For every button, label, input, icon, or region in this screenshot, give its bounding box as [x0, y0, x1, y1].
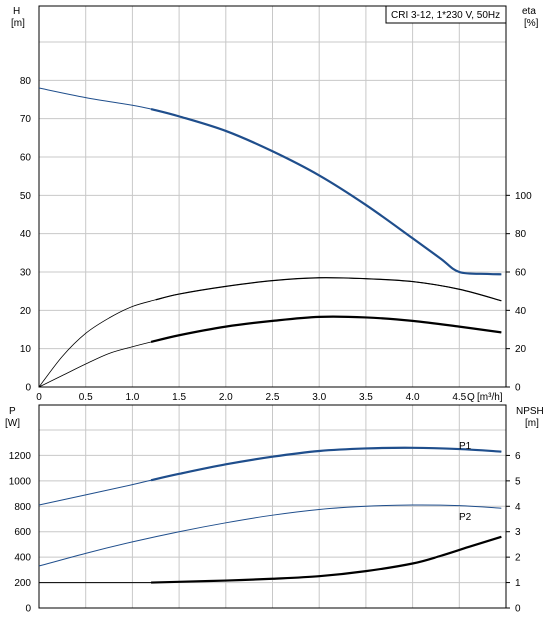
bottom-left-tick-label: 400: [14, 553, 31, 564]
top-left-tick-label: 60: [20, 153, 32, 164]
bottom-left-tick-label: 600: [14, 527, 31, 538]
top-left-axis-unit: [m]: [11, 18, 25, 29]
x-tick-label: 1.0: [125, 392, 139, 403]
top-right-axis-label: eta: [522, 6, 536, 17]
x-tick-label: 1.5: [172, 392, 186, 403]
bottom-left-ticks: 0 200 400 600 800 1000 1200: [9, 451, 32, 615]
bottom-left-tick-label: 800: [14, 502, 31, 513]
x-axis-label: Q: [467, 392, 475, 403]
top-right-tick-label: 80: [515, 229, 527, 240]
npsh-curve-duty-line: [151, 535, 502, 584]
x-tick-label: 2.5: [266, 392, 280, 403]
bottom-left-tick-label: 1000: [9, 476, 32, 487]
top-left-tick-label: 20: [20, 306, 32, 317]
top-right-tick-label: 0: [515, 383, 521, 394]
top-right-axis-unit: [%]: [524, 18, 539, 29]
top-grid: [38, 6, 506, 388]
bottom-right-axis-label: NPSH: [516, 406, 544, 417]
bottom-series: [38, 446, 502, 584]
top-left-ticks: 0 10 20 30 40 50 60 70 80: [20, 76, 32, 394]
p2-curve-line: [38, 504, 502, 567]
x-tick-label: 0.5: [79, 392, 93, 403]
top-left-tick-label: 80: [20, 76, 32, 87]
chart-title: CRI 3-12, 1*230 V, 50Hz: [391, 10, 500, 21]
series-label-p1: P1: [459, 441, 472, 452]
x-tick-label: 0: [36, 392, 42, 403]
top-left-tick-label: 50: [20, 191, 32, 202]
top-right-tick-label: 60: [515, 268, 527, 279]
top-left-axis-label: H: [13, 6, 20, 17]
x-tick-label: 2.0: [219, 392, 233, 403]
top-right-tick-label: 100: [515, 191, 532, 202]
top-x-ticks: 0 0.5 1.0 1.5 2.0 2.5 3.0 3.5 4.0 4.5: [36, 392, 466, 403]
x-tick-label: 4.0: [406, 392, 420, 403]
top-plot-frame: [38, 5, 507, 388]
bottom-right-axis-unit: [m]: [525, 418, 539, 429]
bottom-left-tick-label: 200: [14, 578, 31, 589]
bottom-right-tick-label: 0: [515, 604, 521, 615]
bottom-left-tick-label: 0: [25, 604, 31, 615]
p1-curve-duty-line: [150, 446, 502, 482]
bottom-right-tick-label: 5: [515, 476, 521, 487]
top-left-tick-label: 70: [20, 114, 32, 125]
series-label-p2: P2: [459, 512, 472, 523]
bottom-right-tick-label: 6: [515, 451, 521, 462]
top-right-tick-label: 40: [515, 306, 527, 317]
eta-curve-line: [38, 316, 502, 388]
eta-outer-curve-duty-line: [155, 277, 502, 302]
bottom-right-tick-label: 4: [515, 502, 521, 513]
bottom-left-tick-label: 1200: [9, 451, 32, 462]
top-series: [38, 87, 502, 388]
title-box: [385, 5, 507, 24]
bottom-right-tick-label: 1: [515, 578, 521, 589]
top-left-tick-label: 0: [25, 383, 31, 394]
bottom-right-tick-label: 3: [515, 527, 521, 538]
bottom-right-ticks: 0 1 2 3 4 5 6: [506, 451, 521, 615]
x-tick-label: 3.5: [359, 392, 373, 403]
top-left-tick-label: 30: [20, 268, 32, 279]
bottom-right-tick-label: 2: [515, 553, 521, 564]
bottom-left-axis-unit: [W]: [5, 418, 20, 429]
x-tick-label: 3.0: [312, 392, 326, 403]
head-curve-duty-line: [150, 108, 502, 276]
bottom-left-axis-label: P: [9, 406, 16, 417]
bottom-grid: [38, 405, 506, 609]
top-right-tick-label: 20: [515, 344, 527, 355]
npsh-curve-line: [39, 536, 502, 584]
eta-curve-duty-line: [150, 315, 502, 344]
x-axis-unit: [m³/h]: [477, 392, 503, 403]
x-tick-label: 4.5: [452, 392, 466, 403]
top-left-tick-label: 10: [20, 344, 32, 355]
head-curve-line: [38, 87, 502, 275]
eta-outer-curve-line: [38, 277, 502, 388]
top-left-tick-label: 40: [20, 229, 32, 240]
top-right-ticks: 0 20 40 60 80 100: [506, 191, 532, 394]
